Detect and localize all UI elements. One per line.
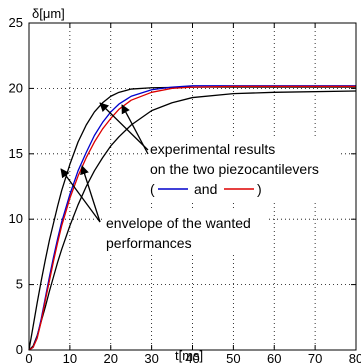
experimental-annotation-line-3-close: ): [257, 181, 262, 197]
y-tick-label: 20: [9, 80, 23, 95]
x-axis-title: t[ms]: [175, 348, 203, 363]
y-tick-label: 10: [9, 211, 23, 226]
y-axis-title: δ[μm]: [32, 6, 65, 21]
experimental-annotation-line-1: experimental results: [150, 141, 275, 157]
x-tick-label: 60: [267, 351, 281, 363]
y-tick-label: 25: [9, 15, 23, 30]
experimental-annotation-line-3-and: and: [194, 181, 217, 197]
lower-envelope-line: [28, 90, 357, 351]
arrow-to-upper-envelope: [60, 168, 101, 223]
experimental-annotation-line-2: on the two piezocantilevers: [150, 161, 319, 177]
y-tick-label: 5: [16, 277, 23, 292]
annotation-arrows: [60, 102, 149, 223]
x-tick-label: 30: [144, 351, 158, 363]
arrow-to-lower-envelope: [80, 165, 101, 223]
arrow-to-red-curve: [121, 104, 149, 155]
x-tick-label: 50: [226, 351, 240, 363]
red-experimental-line: [28, 85, 356, 351]
envelope-annotation-background: [102, 210, 266, 254]
x-tick-label: 10: [63, 351, 77, 363]
envelope-annotation-line-2: performances: [106, 235, 192, 251]
arrow-to-blue-curve: [99, 102, 149, 151]
series-lines: [28, 85, 357, 351]
upper-envelope-line: [28, 86, 356, 351]
x-tick-label: 40: [185, 351, 199, 363]
x-tick-label: 80: [349, 351, 361, 363]
y-tick-label: 15: [9, 146, 23, 161]
envelope-annotation-line-1: envelope of the wanted: [106, 215, 251, 231]
x-tick-label: 0: [25, 351, 32, 363]
x-tick-label: 70: [308, 351, 322, 363]
y-tick-label: 0: [16, 342, 23, 357]
axis-ticks: [28, 22, 357, 351]
experimental-annotation-background: [146, 138, 338, 202]
x-tick-label: 20: [104, 351, 118, 363]
tick-labels: 0 10 20 30 40 50 60 70 80 0 5 10 15 20 25: [9, 15, 361, 363]
experimental-annotation-line-3-open: (: [150, 181, 155, 197]
